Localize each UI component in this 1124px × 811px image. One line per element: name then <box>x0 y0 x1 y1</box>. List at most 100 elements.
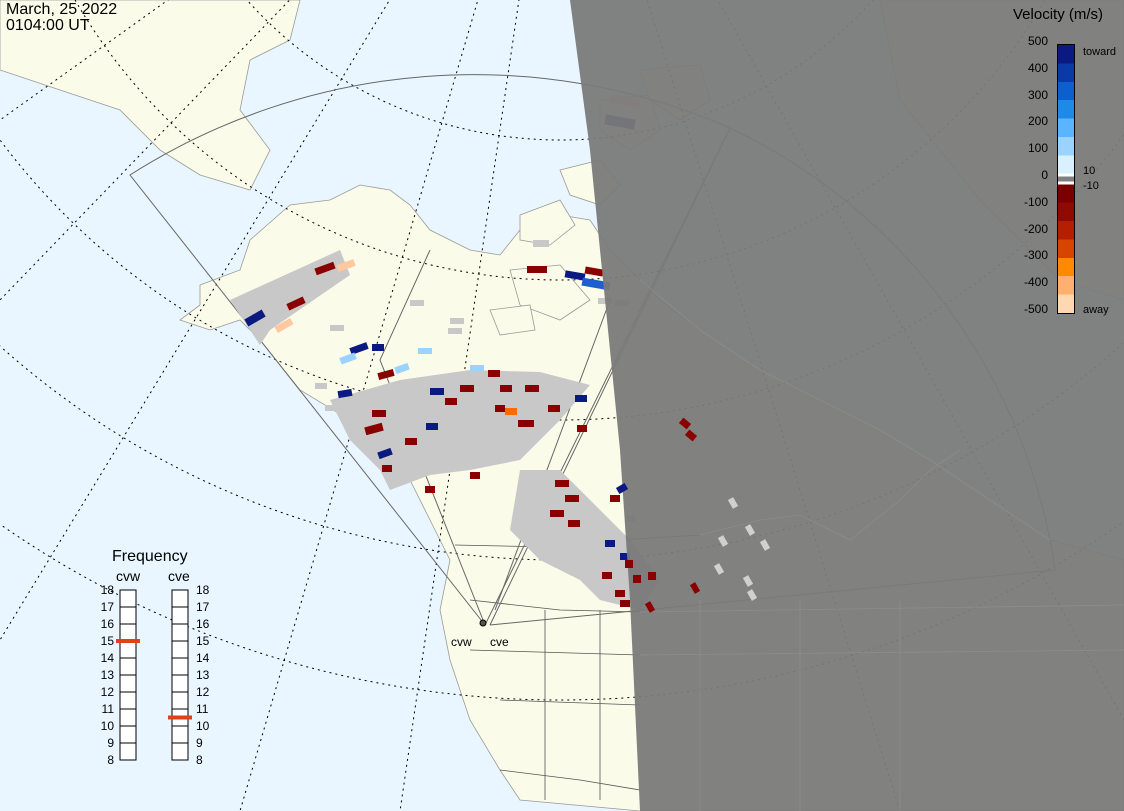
velocity-cell <box>450 318 464 324</box>
velocity-cell <box>555 480 569 487</box>
velocity-cell <box>460 385 474 392</box>
velocity-cell <box>717 535 729 547</box>
site-label-cvw: cvw <box>451 635 472 649</box>
frequency-tick-label: 13 <box>196 668 210 682</box>
velocity-cell <box>425 486 435 493</box>
colorbar-tick-label: -200 <box>1023 221 1048 236</box>
date-label: March, 25 2022 <box>6 1 118 18</box>
velocity-cell <box>410 300 424 306</box>
velocity-cell <box>678 417 692 430</box>
velocity-cell <box>525 385 539 392</box>
velocity-cell <box>244 309 266 327</box>
frequency-tick-label: 9 <box>107 736 114 750</box>
colorbar-tick-label: -100 <box>1023 194 1048 209</box>
frequency-tick-label: 13 <box>101 668 115 682</box>
frequency-tick-label: 18 <box>101 583 115 597</box>
colorbar-tick-label: -400 <box>1023 275 1048 290</box>
frequency-title: Frequency <box>112 548 188 565</box>
velocity-cell <box>575 395 587 402</box>
velocity-cell <box>518 420 534 427</box>
velocity-cell <box>426 423 438 430</box>
colorbar-title: Velocity (m/s) <box>1013 6 1104 23</box>
velocity-cell <box>648 572 656 580</box>
toward-label: toward <box>1083 46 1117 58</box>
velocity-cell <box>615 482 629 495</box>
radar-name-cvw: cvw <box>116 568 141 584</box>
colorbar-tick-label: -500 <box>1023 302 1048 316</box>
velocity-cell <box>394 362 410 375</box>
radar-site-marker <box>479 619 487 627</box>
velocity-cell <box>286 296 306 311</box>
velocity-cell <box>533 240 549 247</box>
velocity-cell <box>644 601 656 613</box>
colorbar-tick-label: 100 <box>1027 141 1048 156</box>
colorbar-tick-label: 0 <box>1041 168 1048 182</box>
velocity-cell <box>620 600 630 607</box>
velocity-cell <box>372 410 386 417</box>
frequency-tick-label: 17 <box>196 600 210 614</box>
frequency-tick-label: 11 <box>102 702 115 716</box>
velocity-cell <box>564 270 586 281</box>
velocity-cell <box>565 495 579 502</box>
velocity-cell <box>315 383 327 389</box>
velocity-cell <box>448 328 462 334</box>
colorbar-gradient <box>1057 44 1075 314</box>
plus10-label: 10 <box>1083 165 1096 177</box>
site-label-cve: cve <box>490 635 509 649</box>
frequency-tick-label: 17 <box>101 600 115 614</box>
velocity-cell <box>568 520 580 527</box>
velocity-cell <box>746 589 758 601</box>
velocity-cell <box>372 344 384 351</box>
velocity-cell <box>633 575 641 583</box>
velocity-cell <box>336 259 356 272</box>
frequency-tick-label: 10 <box>101 719 115 733</box>
velocity-cell <box>727 497 739 509</box>
velocity-cell <box>470 472 480 479</box>
frequency-tick-label: 12 <box>196 685 210 699</box>
colorbar-tick-label: 500 <box>1027 34 1048 48</box>
velocity-cell <box>330 325 344 331</box>
velocity-cell <box>684 429 698 442</box>
velocity-cell <box>349 342 369 355</box>
velocity-cell <box>445 398 457 405</box>
away-label: away <box>1083 304 1109 316</box>
velocity-cell <box>713 563 725 575</box>
frequency-tick-label: 18 <box>196 583 210 597</box>
colorbar-tick-label: 200 <box>1027 114 1048 129</box>
frequency-tick-label: 10 <box>196 719 210 733</box>
colorbar-tick-label: 400 <box>1027 60 1048 75</box>
colorbar-tick-label: -300 <box>1023 248 1048 263</box>
frequency-gauges: 18 18 17 17 16 16 15 15 14 14 13 13 12 12 11 11 10 10 9 9 8 8 <box>101 583 210 767</box>
velocity-cell <box>339 352 357 365</box>
velocity-cell <box>602 572 612 579</box>
velocity-cell <box>550 510 564 517</box>
velocity-cell <box>527 266 547 273</box>
velocity-cell <box>505 408 517 415</box>
minus10-label: -10 <box>1083 180 1099 192</box>
velocity-cell <box>581 277 611 291</box>
frequency-tick-label: 14 <box>196 651 210 665</box>
velocity-cell <box>610 495 620 502</box>
velocity-cell <box>430 388 444 395</box>
velocity-cell <box>405 438 417 445</box>
frequency-tick-label: 16 <box>101 617 115 631</box>
velocity-cell <box>337 388 353 399</box>
velocity-cell <box>377 369 395 380</box>
velocity-colorbar: Velocity (m/s) 500 400 300 200 100 0 -100 -200 -… <box>1010 4 1124 324</box>
velocity-cell <box>598 298 612 304</box>
velocity-cell <box>470 365 484 371</box>
velocity-cell <box>689 582 701 594</box>
frequency-tick-label: 14 <box>101 651 115 665</box>
frequency-panel: Frequency cvw cve 18 18 17 17 16 16 15 15 14 14 13… <box>86 548 226 773</box>
velocity-cell <box>548 405 560 412</box>
frequency-tick-label: 12 <box>101 685 115 699</box>
frequency-tick-label: 9 <box>196 736 203 750</box>
frequency-tick-label: 11 <box>196 702 209 716</box>
time-label: 0104:00 UT <box>6 17 90 34</box>
velocity-cell <box>377 447 393 460</box>
velocity-cell <box>488 370 500 377</box>
radar-name-cve: cve <box>168 568 190 584</box>
velocity-cells-night <box>615 417 771 613</box>
frequency-tick-label: 8 <box>196 753 203 767</box>
